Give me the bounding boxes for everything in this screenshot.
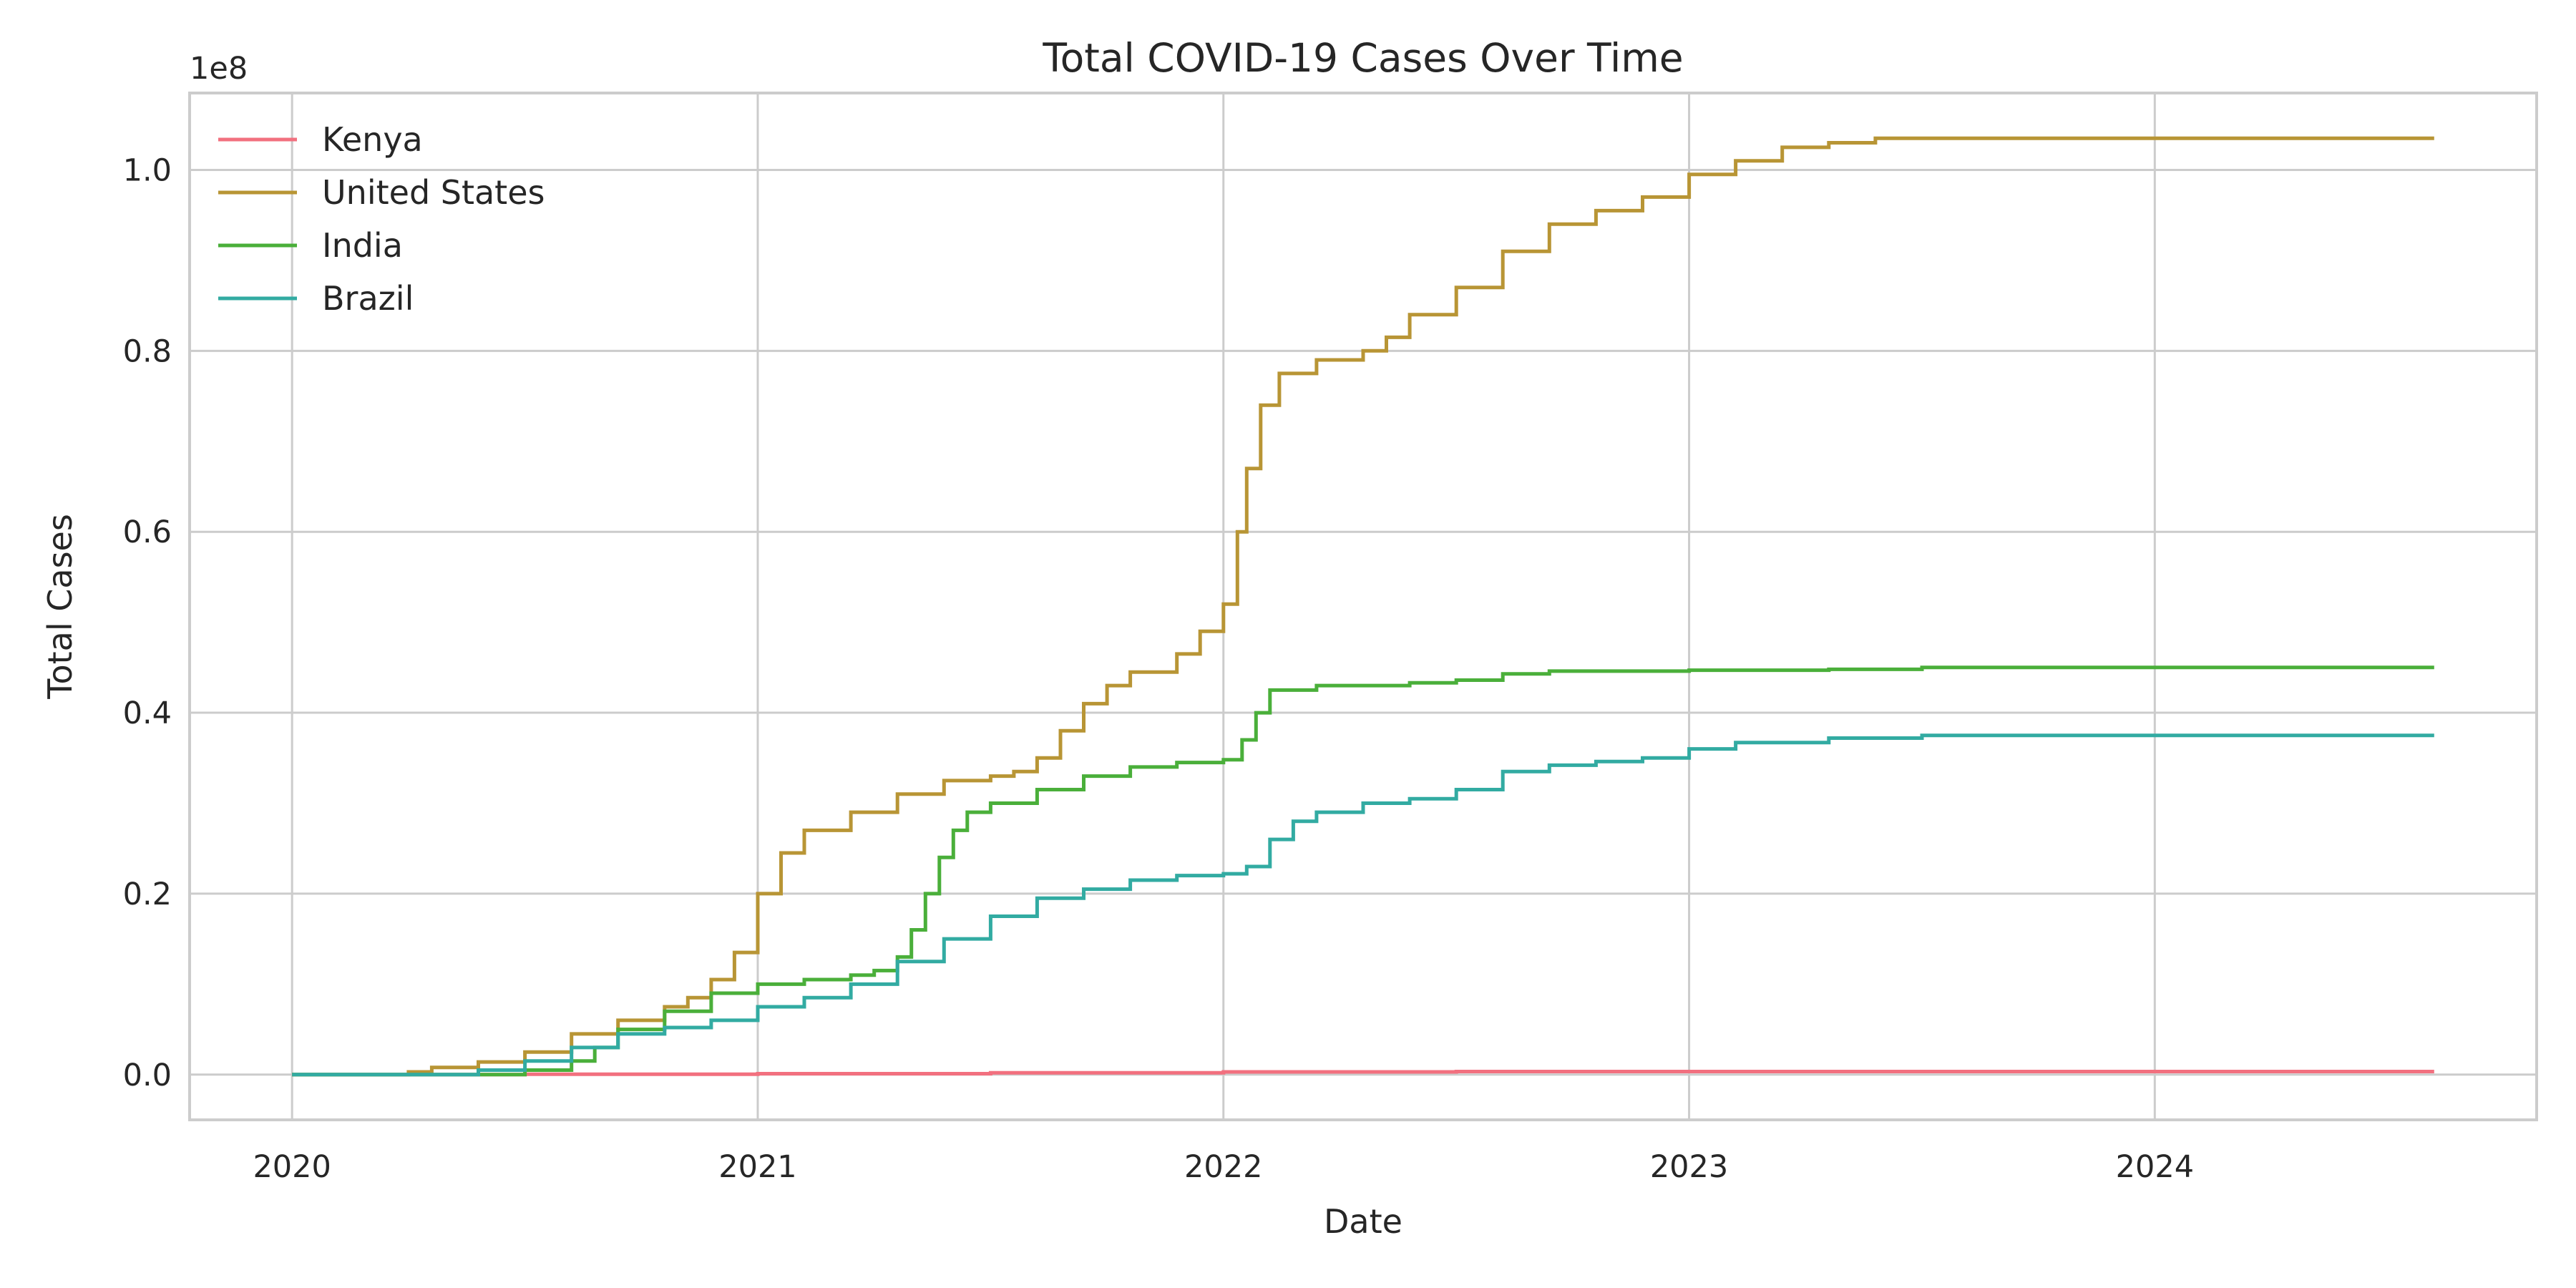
y-tick-label: 0.6 [123,514,172,550]
axis-ticks: 2020 2021 2022 2023 2024 0.0 0.2 0.4 0.6 0.8 1.0 [123,152,2194,1185]
legend-label: Kenya [322,120,423,159]
y-tick-label: 1.0 [123,152,172,188]
plot-area [188,92,2538,1121]
x-axis-label: Date [1324,1202,1402,1241]
y-axis-label: Total Cases [41,514,79,700]
legend-label: Brazil [322,279,414,318]
series-line-india [292,665,2434,1077]
y-tick-label: 0.2 [123,877,172,912]
legend-label: India [322,226,403,265]
y-tick-label: 0.8 [123,333,172,369]
x-tick-label: 2020 [253,1149,331,1185]
y-tick-label: 0.4 [123,696,172,731]
x-tick-label: 2024 [2116,1149,2194,1185]
x-tick-label: 2021 [718,1149,796,1185]
legend: Kenya United States India Brazil [218,120,545,318]
legend-label: United States [322,173,545,212]
series-lines [292,136,2434,1077]
chart-title: Total COVID-19 Cases Over Time [1042,35,1683,81]
x-tick-label: 2023 [1650,1149,1728,1185]
series-line-united-states [292,136,2434,1077]
x-tick-label: 2022 [1184,1149,1262,1185]
series-line-brazil [292,733,2434,1077]
y-axis-offset-label: 1e8 [190,51,248,87]
y-tick-label: 0.0 [123,1058,172,1093]
